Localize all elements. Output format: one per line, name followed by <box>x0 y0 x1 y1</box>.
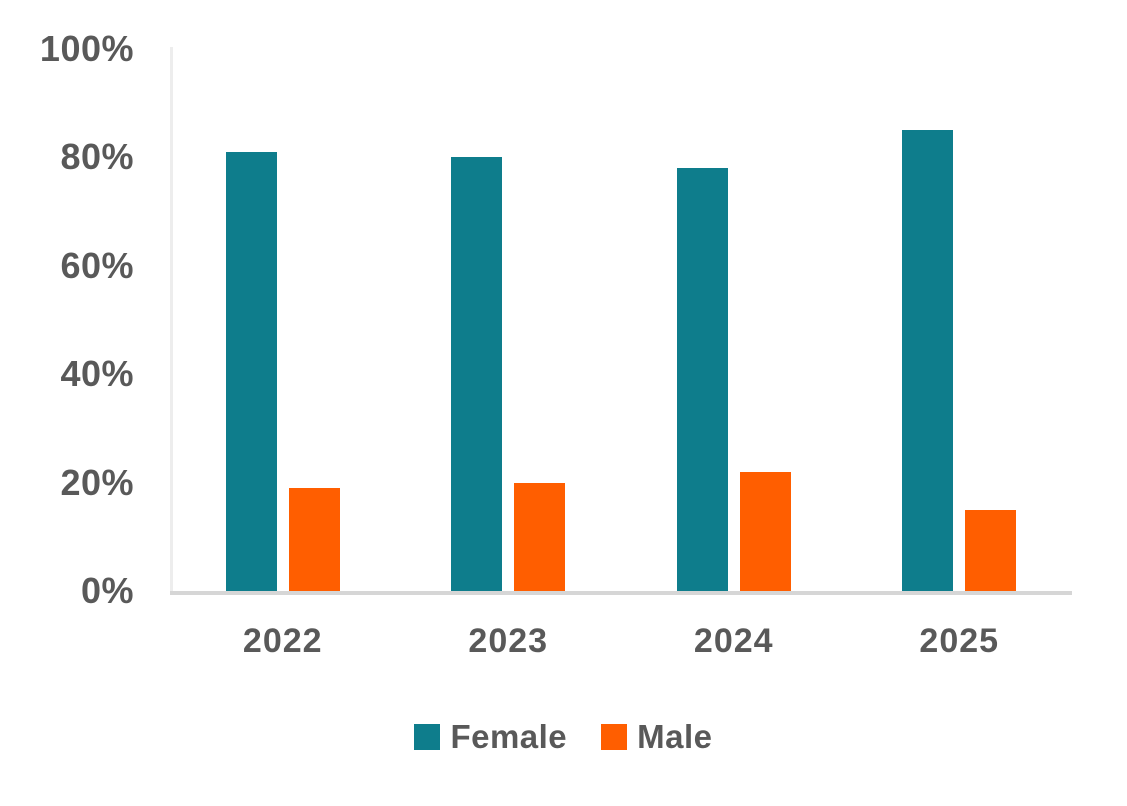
bar-female-2022 <box>225 151 277 591</box>
y-tick-label: 80% <box>60 136 134 178</box>
bar-female-2024 <box>676 168 728 591</box>
legend-item-male: Male <box>601 718 712 756</box>
bar-female-2023 <box>451 157 503 591</box>
bar-male-2023 <box>514 482 566 591</box>
x-axis-label-2025: 2025 <box>919 622 1000 660</box>
y-axis-line <box>170 47 173 595</box>
y-tick-label: 40% <box>60 353 134 395</box>
legend-swatch-icon <box>601 724 628 750</box>
bar-male-2022 <box>288 488 340 591</box>
x-axis-label-2022: 2022 <box>242 622 323 660</box>
bar-male-2025 <box>965 509 1017 591</box>
legend-item-female: Female <box>414 718 567 756</box>
y-tick-label: 100% <box>39 28 134 69</box>
legend: Female Male <box>0 718 1127 756</box>
y-tick-label: 20% <box>60 461 134 503</box>
legend-label: Female <box>450 718 568 755</box>
y-tick-label: 60% <box>60 244 134 286</box>
bar-male-2024 <box>739 471 791 591</box>
legend-label: Male <box>637 718 713 755</box>
x-axis-line <box>170 591 1072 595</box>
x-axis-label-2024: 2024 <box>693 622 774 660</box>
legend-swatch-icon <box>414 724 441 750</box>
bar-female-2025 <box>902 130 954 591</box>
y-tick-label: 0% <box>80 570 134 611</box>
x-axis-label-2023: 2023 <box>468 622 549 660</box>
